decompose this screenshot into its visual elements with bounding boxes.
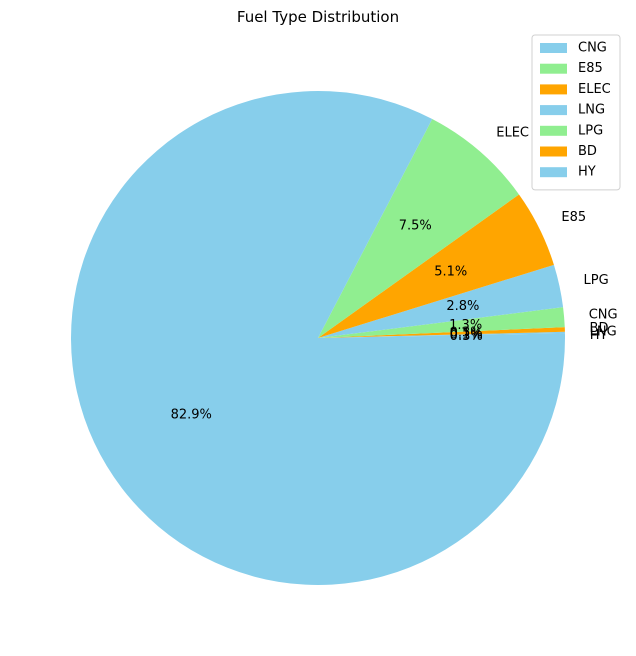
- slice-percent-hy: 0.3%: [450, 329, 483, 344]
- pie-percent-labels: 0.3%0.1%0.3%1.3% 2.8% 5.1% 7.5% 82.9%: [171, 219, 483, 423]
- slice-label-elec: ELEC: [496, 125, 529, 140]
- legend-swatch-elec: [540, 84, 567, 95]
- pie-slice-unlabeled: [70, 90, 565, 586]
- slice-percent-elec: 7.5%: [399, 219, 432, 234]
- legend-swatch-hy: [540, 167, 567, 178]
- legend-swatch-e85: [540, 63, 567, 74]
- slice-percent-lpg: 2.8%: [446, 299, 479, 314]
- legend-label-lpg: LPG: [578, 123, 603, 138]
- slice-label-lpg: LPG: [584, 273, 609, 288]
- legend-label-bd: BD: [578, 144, 597, 159]
- pie-slice-bd: [318, 327, 565, 338]
- slice-label-hy: HY: [590, 328, 608, 343]
- pie-slice-e85: [318, 194, 554, 338]
- slice-percent-lng: 0.1%: [450, 327, 483, 342]
- chart-title: Fuel Type Distribution: [237, 8, 399, 26]
- legend-label-lng: LNG: [578, 103, 605, 118]
- pie-slice-hy: [318, 333, 565, 338]
- legend-swatch-lng: [540, 105, 567, 116]
- legend-label-hy: HY: [578, 165, 596, 180]
- pie-slice-elec: [318, 119, 520, 338]
- slice-label-e85: E85: [561, 210, 586, 225]
- legend-label-cng: CNG: [578, 41, 607, 56]
- slice-label-bd: BD: [590, 321, 609, 336]
- slice-percent-e85: 5.1%: [434, 265, 467, 280]
- slice-percent-bd: 0.3%: [450, 325, 483, 340]
- slice-percent-cng: 1.3%: [449, 318, 482, 333]
- legend-swatch-cng: [540, 43, 567, 53]
- pie-slice-lng: [318, 331, 565, 338]
- slice-label-lng: LNG: [590, 325, 617, 340]
- legend: CNG E85 ELEC LNG LPG BD HY: [531, 34, 621, 191]
- legend-swatch-bd: [540, 146, 567, 157]
- legend-swatch-lpg: [540, 125, 567, 136]
- legend-label-elec: ELEC: [578, 82, 611, 97]
- pie-slice-cng: [318, 307, 565, 338]
- pie-slice-lpg: [318, 264, 564, 338]
- pie-slices: [70, 90, 565, 586]
- slice-percent-unlabeled: 82.9%: [171, 407, 212, 422]
- slice-label-cng: CNG: [589, 308, 618, 323]
- legend-label-e85: E85: [578, 61, 603, 76]
